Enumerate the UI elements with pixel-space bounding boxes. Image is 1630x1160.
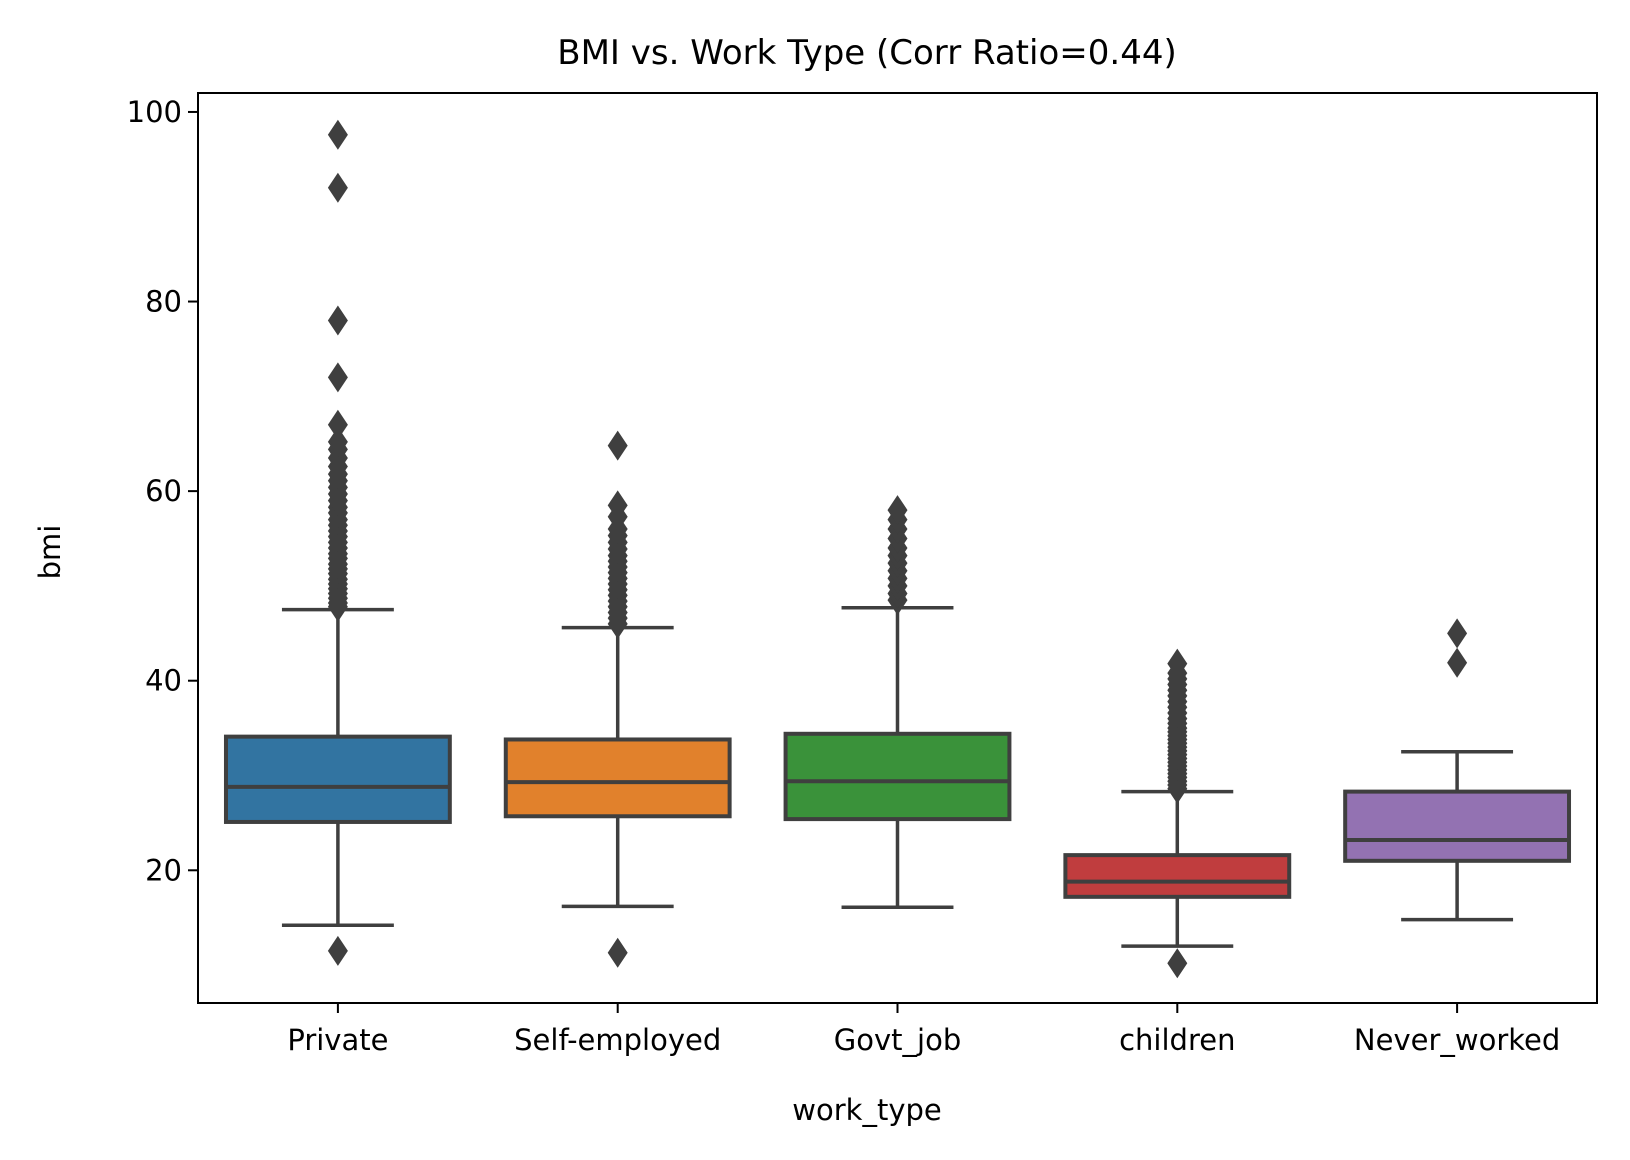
axes: 20 40 60 80 100 Private Self-employed Govt_job c…	[127, 92, 1598, 1057]
box-iqr	[1063, 853, 1292, 899]
box-iqr	[783, 731, 1012, 822]
box-iqr	[223, 734, 452, 824]
outlier-point	[327, 409, 348, 440]
x-tick-label: children	[1119, 1023, 1235, 1057]
plot-area	[223, 119, 1572, 979]
y-tick-label: 100	[127, 95, 182, 129]
x-tick-label: Never_worked	[1354, 1023, 1560, 1057]
outlier-point	[887, 495, 908, 526]
y-axis-label: bmi	[33, 525, 67, 580]
box-group-never-worked	[1343, 618, 1572, 922]
outlier-point	[327, 426, 348, 457]
box-iqr	[503, 737, 732, 819]
outlier-point	[1447, 647, 1468, 678]
x-tick-label: Private	[287, 1023, 388, 1057]
box-iqr	[1343, 789, 1572, 863]
box-group-private	[223, 119, 452, 966]
chart-title: BMI vs. Work Type (Corr Ratio=0.44)	[557, 33, 1176, 73]
outlier-point	[327, 119, 348, 150]
box-group-children	[1063, 648, 1292, 979]
outlier-point	[607, 490, 628, 521]
y-tick-label: 60	[145, 474, 182, 508]
outlier-point	[327, 305, 348, 336]
box-group-self-employed	[503, 430, 732, 968]
outlier-point	[327, 362, 348, 393]
outlier-point	[1447, 618, 1468, 649]
outlier-point	[1167, 948, 1188, 979]
x-tick-label: Govt_job	[834, 1023, 961, 1057]
outlier-point	[607, 430, 628, 461]
outlier-point	[607, 937, 628, 968]
y-tick-label: 40	[145, 664, 182, 698]
outlier-point	[327, 935, 348, 966]
outlier-point	[1167, 648, 1188, 679]
y-tick-label: 20	[145, 853, 182, 887]
x-axis-label: work_type	[792, 1093, 941, 1127]
box-group-govt-job	[783, 495, 1012, 910]
x-tick-label: Self-employed	[514, 1023, 721, 1057]
y-tick-label: 80	[145, 285, 182, 319]
outlier-point	[327, 172, 348, 203]
